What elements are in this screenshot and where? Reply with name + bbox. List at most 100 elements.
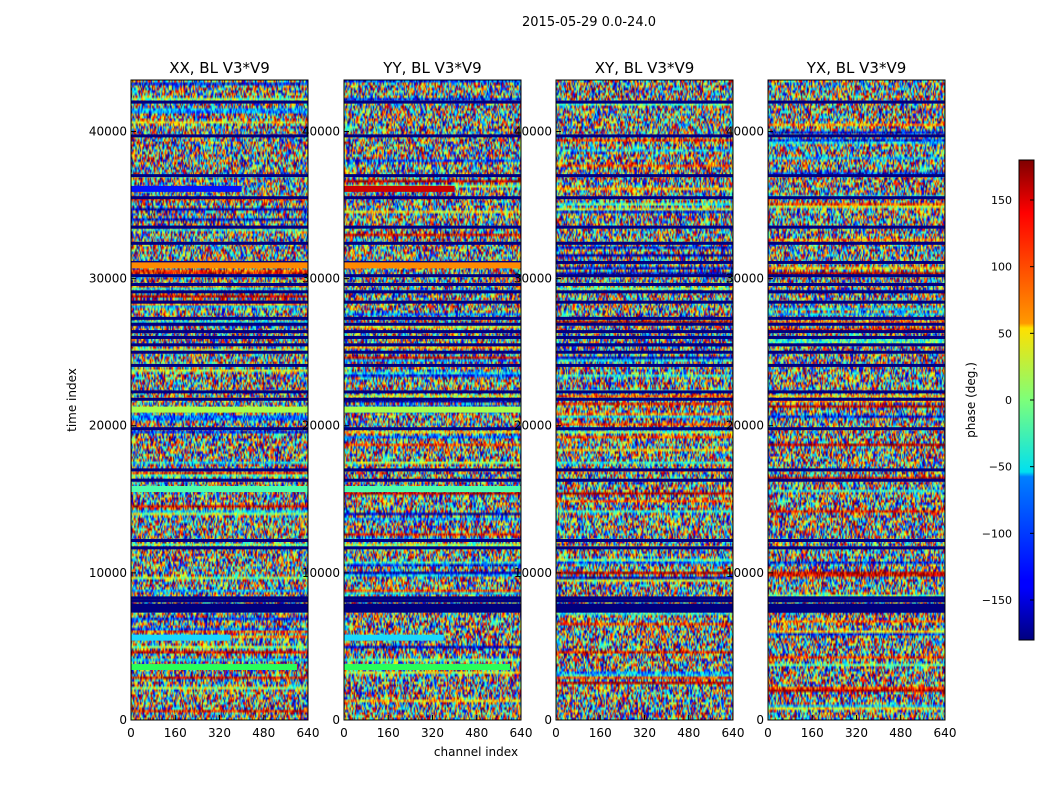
phase-band: [131, 406, 308, 413]
flagged-row: [768, 596, 945, 600]
flagged-row: [131, 596, 308, 600]
y-tick-label: 30000: [302, 272, 340, 286]
flagged-row: [344, 546, 521, 550]
flagged-row: [131, 283, 308, 287]
flagged-row: [556, 390, 733, 394]
flagged-row: [131, 290, 308, 294]
y-tick-label: 20000: [726, 419, 764, 433]
flagged-row: [344, 350, 521, 354]
flagged-row: [768, 225, 945, 229]
x-tick-label: 160: [164, 726, 187, 740]
flagged-row: [768, 196, 945, 200]
flagged-row: [344, 316, 521, 320]
flagged-row: [768, 397, 945, 401]
phase-band: [344, 406, 521, 413]
panel-yx: YX, BL V3*V9 0 160 320 480 640 0 10000 20000 3000…: [726, 59, 957, 740]
flagged-row: [768, 316, 945, 320]
flagged-row: [556, 546, 733, 550]
flagged-row: [768, 478, 945, 482]
x-tick-label: 320: [208, 726, 231, 740]
flagged-row: [556, 363, 733, 367]
flagged-row: [131, 241, 308, 245]
colorbar-tick-label: 100: [991, 261, 1012, 274]
x-tick-label: 640: [934, 726, 957, 740]
flagged-row: [344, 225, 521, 229]
flagged-row: [556, 350, 733, 354]
flagged-row: [768, 290, 945, 294]
phase-band: [344, 185, 455, 192]
y-tick-label: 40000: [302, 124, 340, 138]
flagged-row: [131, 274, 308, 278]
flagged-row: [556, 274, 733, 278]
phase-band: [131, 262, 308, 269]
x-tick-label: 320: [845, 726, 868, 740]
flagged-row: [344, 290, 521, 294]
x-tick-label: 0: [127, 726, 135, 740]
flagged-row: [344, 599, 521, 603]
flagged-row: [344, 363, 521, 367]
y-tick-label: 10000: [514, 566, 552, 580]
flagged-row: [344, 539, 521, 543]
y-tick-label: 10000: [89, 566, 127, 580]
flagged-row: [768, 427, 945, 431]
flagged-row: [131, 546, 308, 550]
colorbar-label: phase (deg.): [964, 362, 978, 438]
panel-xy: XY, BL V3*V9 0 160 320 480 640 0 10000 20000 3000…: [514, 59, 745, 740]
flagged-row: [344, 596, 521, 600]
flagged-row: [131, 322, 308, 326]
flagged-row: [344, 330, 521, 334]
flagged-row: [131, 390, 308, 394]
x-tick-label: 480: [677, 726, 700, 740]
flagged-row: [768, 274, 945, 278]
flagged-row: [131, 478, 308, 482]
phase-band: [344, 486, 521, 493]
flagged-row: [556, 343, 733, 347]
flagged-row: [131, 539, 308, 543]
panel-title: XX, BL V3*V9: [169, 59, 270, 77]
flagged-row: [768, 330, 945, 334]
y-tick-label: 30000: [726, 272, 764, 286]
flagged-band: [131, 603, 308, 613]
panel-yy: YY, BL V3*V9 0 160 320 480 640 0 10000 20000 3000…: [302, 59, 533, 740]
x-tick-label: 160: [589, 726, 612, 740]
flagged-row: [768, 539, 945, 543]
panel-title: XY, BL V3*V9: [595, 59, 695, 77]
colorbar: 150 100 50 0 −50 −100 −150: [982, 159, 1035, 641]
flagged-row: [768, 335, 945, 339]
flagged-row: [556, 397, 733, 401]
flagged-row: [344, 196, 521, 200]
flagged-row: [344, 478, 521, 482]
flagged-row: [768, 468, 945, 472]
y-tick-label: 40000: [726, 124, 764, 138]
flagged-row: [344, 274, 521, 278]
flagged-row: [768, 363, 945, 367]
flagged-row: [556, 300, 733, 304]
y-tick-label: 30000: [514, 272, 552, 286]
phase-band: [131, 185, 242, 192]
flagged-row: [131, 599, 308, 603]
colorbar-tick-label: 0: [1005, 394, 1012, 407]
flagged-row: [768, 260, 945, 264]
flagged-row: [131, 363, 308, 367]
flagged-row: [556, 468, 733, 472]
colorbar-tick-label: 50: [998, 327, 1012, 340]
flagged-row: [131, 397, 308, 401]
flagged-band: [556, 603, 733, 613]
y-tick-label: 20000: [514, 419, 552, 433]
panel-xx: XX, BL V3*V9 0 160 320 480 640 0 10000 20000 3000…: [89, 59, 320, 740]
phase-band: [131, 634, 231, 641]
flagged-row: [344, 283, 521, 287]
flagged-row: [131, 174, 308, 178]
x-tick-label: 640: [297, 726, 320, 740]
flagged-row: [344, 397, 521, 401]
flagged-row: [768, 390, 945, 394]
flagged-row: [556, 196, 733, 200]
y-tick-label: 0: [544, 713, 552, 727]
y-tick-label: 40000: [514, 124, 552, 138]
flagged-row: [768, 546, 945, 550]
x-tick-label: 480: [252, 726, 275, 740]
x-tick-label: 0: [340, 726, 348, 740]
colorbar-tick-label: −100: [982, 527, 1012, 540]
flagged-row: [556, 316, 733, 320]
colorbar-tick-label: −50: [989, 461, 1012, 474]
